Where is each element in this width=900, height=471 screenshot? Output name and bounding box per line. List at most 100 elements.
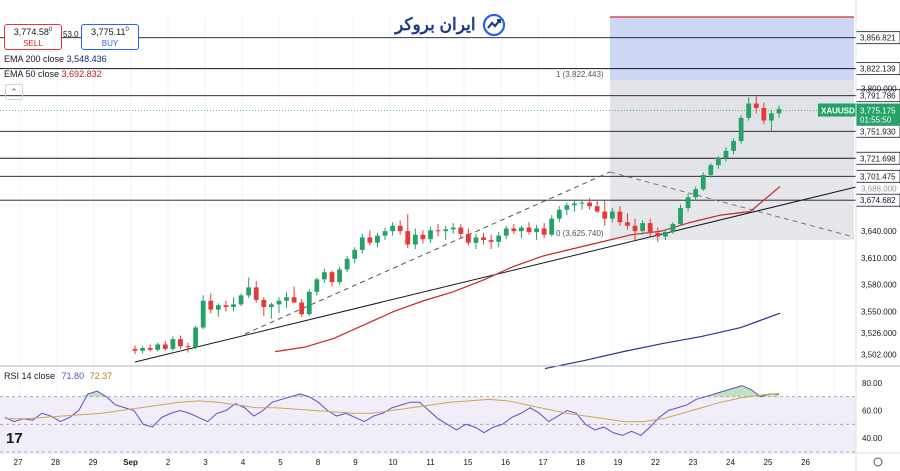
- candle-body: [185, 346, 191, 348]
- rsi-tick-label: 40.00: [862, 434, 883, 443]
- ema50-line: [274, 186, 781, 353]
- rsi-tick-label: 80.00: [862, 379, 883, 388]
- candle-body: [375, 235, 380, 243]
- candle-body: [458, 227, 464, 234]
- chevron-up-icon[interactable]: ⌃: [5, 84, 23, 100]
- candle-body: [473, 237, 479, 243]
- level-tag-text: 3,791.786: [860, 92, 896, 101]
- dashed-channel-line: [244, 171, 611, 335]
- time-tick-label: 23: [689, 458, 698, 467]
- candle-body: [579, 202, 585, 204]
- candle-body: [519, 227, 524, 232]
- candle-body: [746, 103, 752, 118]
- level-tag-text: 3,721.698: [860, 154, 896, 163]
- brand-logo: ایران بروکر: [395, 12, 506, 38]
- candle-body: [193, 327, 199, 348]
- candle-body: [503, 228, 509, 236]
- level-tag-text: 3,751.930: [860, 127, 896, 136]
- candle-body: [299, 302, 305, 315]
- candle-body: [541, 228, 547, 235]
- price-tick-label: 3,550.000: [861, 307, 897, 316]
- time-tick-label: 24: [726, 458, 735, 467]
- candle-body: [155, 344, 161, 350]
- candle-body: [685, 197, 691, 208]
- ema-lines: [274, 186, 781, 370]
- candle-body: [602, 211, 608, 219]
- candle-body: [640, 223, 646, 232]
- price-tick-label: 3,580.000: [861, 281, 897, 290]
- candle-body: [450, 227, 456, 230]
- level-tag-text: 3,856.821: [860, 34, 896, 43]
- candle-body: [359, 237, 365, 250]
- candle-body: [511, 228, 517, 232]
- candle-body: [496, 235, 502, 242]
- candle-body: [208, 300, 214, 310]
- candle-body: [140, 348, 145, 351]
- candle-body: [715, 157, 721, 166]
- horizontal-levels: [0, 37, 856, 201]
- trend-arrow-icon: [482, 13, 505, 37]
- level-tag-text: 3,822.139: [860, 65, 896, 74]
- candle-body: [261, 299, 267, 307]
- candle-body: [670, 224, 676, 233]
- time-tick-label: 5: [278, 458, 283, 467]
- candle-body: [769, 113, 774, 121]
- candle-body: [170, 339, 176, 349]
- candle-body: [147, 348, 153, 350]
- candle-body: [625, 222, 630, 226]
- buy-price-sup: 0: [125, 27, 129, 33]
- candle-body: [306, 291, 312, 315]
- candle-body: [609, 211, 615, 219]
- symbol-label: XAUUSD: [821, 107, 855, 116]
- sell-button[interactable]: 3,774.580 SELL: [4, 24, 62, 50]
- time-tick-label: 16: [501, 458, 510, 467]
- candle-body: [337, 269, 342, 283]
- rsi-ma-value: 72.37: [89, 371, 113, 381]
- time-tick-label: 25: [764, 458, 773, 467]
- candle-body: [329, 272, 335, 283]
- level-tag-text: 3,701.475: [860, 172, 896, 181]
- candle-body: [344, 258, 350, 270]
- buy-label: BUY: [101, 39, 119, 48]
- candle-body: [231, 304, 236, 307]
- tradingview-logo: 17: [6, 430, 23, 447]
- candle-body: [162, 344, 168, 349]
- rsi-legend[interactable]: RSI 14 close 71.80 72.37: [4, 371, 112, 381]
- fib-zone: [610, 16, 854, 240]
- time-tick-label: 11: [426, 458, 435, 467]
- candle-body: [617, 211, 623, 223]
- time-tick-label: 29: [89, 458, 98, 467]
- candle-body: [397, 225, 403, 232]
- time-tick-label: 17: [539, 458, 548, 467]
- ema200-legend[interactable]: EMA 200 close 3,548.436: [4, 54, 107, 64]
- ema50-label: EMA 50 close: [4, 69, 60, 79]
- buy-button[interactable]: 3,775.110 BUY: [81, 24, 139, 50]
- time-tick-label: 9: [353, 458, 358, 467]
- candle-body: [655, 232, 661, 237]
- candle-body: [564, 205, 570, 210]
- ema50-legend[interactable]: EMA 50 close 3,692.832: [4, 69, 102, 79]
- candle-body: [738, 117, 744, 142]
- last-price-tag: [856, 103, 900, 126]
- candle-body: [481, 237, 486, 241]
- sell-price-sup: 0: [48, 27, 53, 33]
- candle-body: [572, 203, 577, 206]
- spread-value: 53.0: [63, 30, 79, 39]
- gear-icon: [873, 457, 883, 467]
- brand-text: ایران بروکر: [395, 15, 476, 34]
- time-tick-label: 2: [166, 458, 171, 467]
- candle-body: [246, 287, 252, 296]
- candle-body: [443, 229, 449, 232]
- candles: [132, 96, 782, 355]
- time-tick-label: 10: [389, 458, 398, 467]
- candle-body: [534, 228, 539, 233]
- candle-body: [314, 279, 320, 292]
- candle-body: [352, 249, 358, 259]
- candle-body: [405, 231, 411, 245]
- candle-body: [390, 225, 395, 232]
- dashed-retrace-line: [609, 171, 855, 238]
- candle-body: [549, 218, 555, 235]
- candle-body: [776, 108, 782, 114]
- candle-body: [678, 207, 683, 225]
